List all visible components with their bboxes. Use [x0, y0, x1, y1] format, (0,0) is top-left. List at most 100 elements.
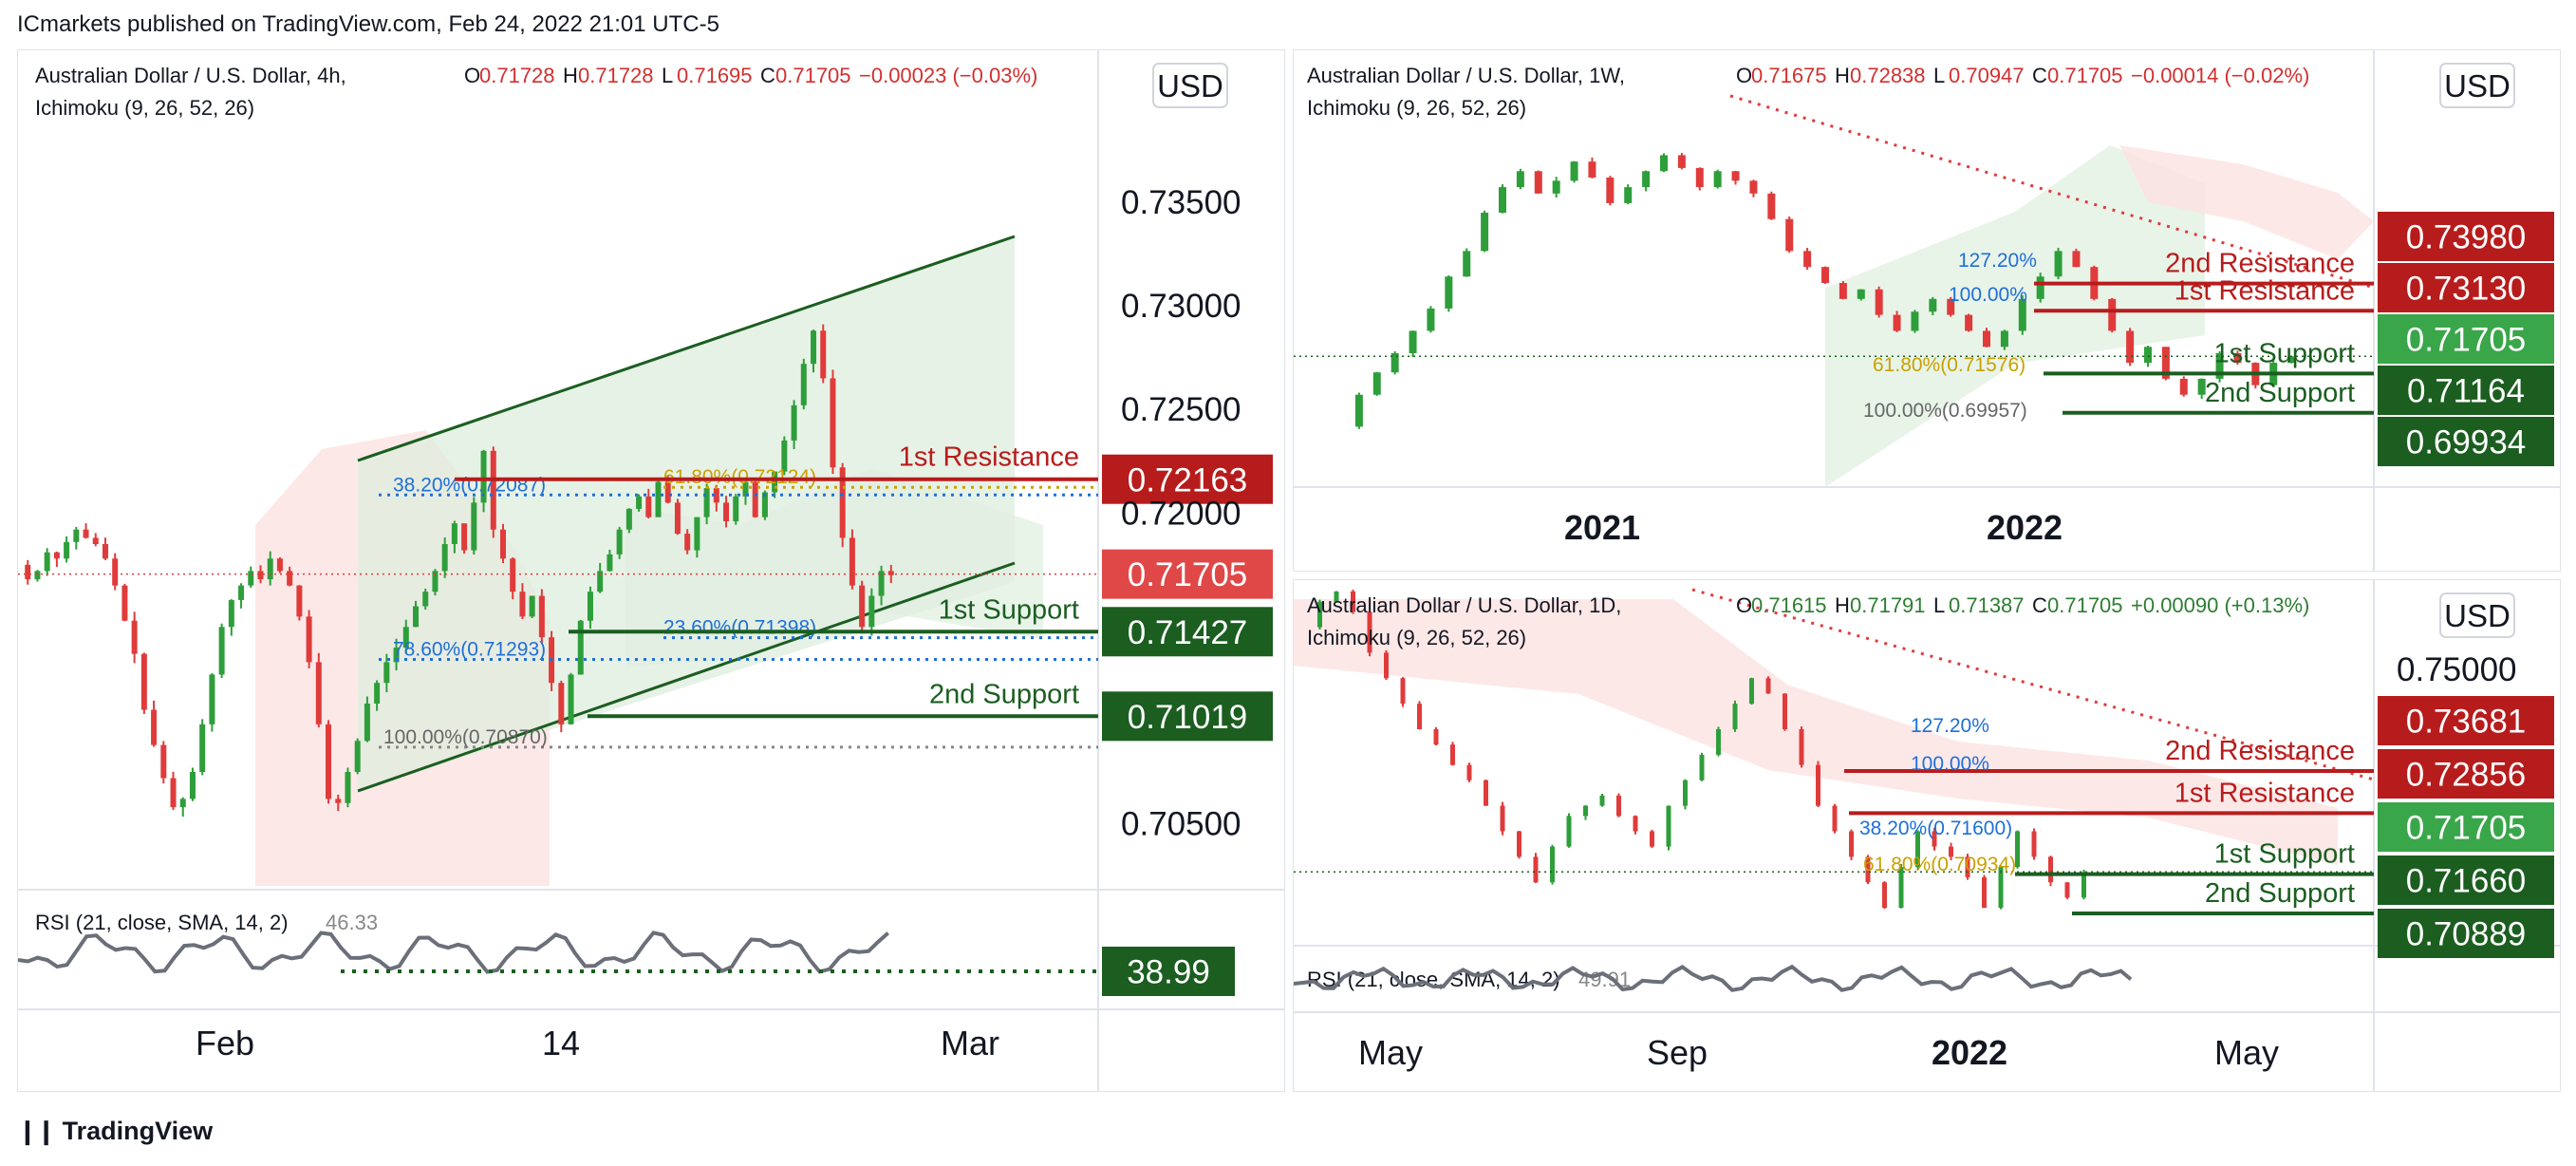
tradingview-logo-icon: ❙❙	[17, 1117, 57, 1145]
d1-x-tick-3: May	[2214, 1033, 2279, 1072]
d1-price-tag-1-bg	[2378, 749, 2554, 799]
h4-candle	[800, 364, 807, 405]
d1-candle	[1517, 831, 1521, 857]
h4-level-name-2: 2nd Support	[929, 679, 1079, 709]
h4-candle	[703, 488, 710, 517]
d1-candle	[1749, 678, 1754, 705]
h4-candle	[490, 450, 496, 530]
h4-ohlc-value-0: 0.71728	[479, 64, 555, 87]
h4-rsi-label: RSI (21, close, SMA, 14, 2)	[35, 911, 289, 934]
d1-candle	[1550, 846, 1555, 883]
d1-candle	[1765, 678, 1771, 694]
h4-ohlc-value-3: 0.71705	[775, 64, 851, 87]
w1-candle	[1911, 311, 1919, 331]
d1-candle	[1599, 795, 1605, 806]
chart-panel-1w[interactable]: 2nd Resistance 1st Resistance 1st Support 2…	[1293, 49, 2561, 572]
d1-indicator: Ichimoku (9, 26, 52, 26)	[1307, 626, 1526, 649]
h4-level-price-1-bg	[1102, 607, 1273, 657]
h4-level-price-0-bg	[1102, 454, 1273, 504]
h4-candle	[878, 571, 885, 596]
d1-ohlc-change: +0.00090 (+0.13%)	[2131, 593, 2309, 617]
d1-candle	[1566, 816, 1572, 847]
d1-candle	[1783, 693, 1787, 730]
h4-candle	[781, 440, 788, 472]
w1-candle	[1839, 283, 1847, 299]
h4-candle	[364, 704, 370, 742]
w1-candle	[1372, 372, 1381, 395]
h4-candle	[839, 467, 846, 538]
d1-ohlc-value-1: 0.71791	[1850, 593, 1926, 617]
h4-candle	[607, 554, 613, 572]
h4-rsi-level-tag: 38.99	[1127, 954, 1210, 991]
chart-1d-canvas[interactable]: 2nd Resistance 1st Resistance 1st Support 2…	[1294, 580, 2560, 1091]
h4-candle	[131, 620, 138, 654]
w1-candle	[1929, 298, 1937, 312]
w1-ohlc-label-2: L	[1933, 64, 1945, 87]
h4-rsi-value: 46.33	[326, 911, 378, 934]
w1-candle	[1463, 251, 1471, 277]
w1-price-tag-0: 0.73980	[2406, 219, 2527, 256]
w1-candle	[2108, 298, 2117, 331]
h4-symbol: Australian Dollar / U.S. Dollar, 4h,	[35, 64, 346, 87]
d1-price-tag-0-bg	[2378, 696, 2554, 745]
h4-level-price-2-bg	[1102, 691, 1273, 742]
h4-ohlc-label-0: O	[464, 64, 480, 87]
tradingview-brand[interactable]: ❙❙ TradingView	[17, 1117, 213, 1146]
h4-x-tick-0: Feb	[196, 1024, 254, 1063]
d1-candle	[1616, 795, 1621, 817]
w1-candle	[2144, 347, 2152, 364]
h4-x-tick-2: Mar	[941, 1024, 999, 1063]
d1-candle	[1799, 729, 1804, 765]
h4-candle	[189, 772, 196, 799]
h4-candle	[655, 481, 662, 517]
h4-candle	[868, 595, 875, 628]
h4-candle	[791, 404, 797, 441]
d1-candle	[1367, 611, 1372, 653]
w1-ohlc-value-3: 0.71705	[2047, 64, 2123, 87]
h4-last-price-tag: 0.71705	[1128, 556, 1248, 593]
h4-candle	[820, 330, 827, 379]
h4-candle	[752, 481, 758, 517]
chart-4h-canvas[interactable]: 38.20%(0.72087)61.80%(0.72124)23.60%(0.7…	[18, 50, 1284, 1091]
w1-candle	[2197, 378, 2206, 395]
d1-level-name-2: 1st Support	[2214, 839, 2355, 870]
d1-ohlc-value-0: 0.71615	[1751, 593, 1827, 617]
h4-last-price-tag-bg	[1102, 549, 1273, 599]
h4-candle	[287, 571, 293, 586]
w1-candle	[1731, 171, 1740, 181]
chart-panel-1d[interactable]: 2nd Resistance 1st Resistance 1st Support 2…	[1293, 579, 2561, 1092]
h4-fib-label-78: 78.60%(0.71293)	[393, 639, 546, 661]
w1-candle	[1552, 180, 1560, 194]
h4-ohlc-label-3: C	[760, 64, 775, 87]
w1-price-tag-4-bg	[2378, 417, 2554, 466]
d1-level-name-0: 2nd Resistance	[2165, 736, 2355, 766]
d1-ohlc-label-1: H	[1835, 593, 1850, 617]
d1-candle	[2031, 831, 2037, 857]
d1-price-tag-0: 0.73681	[2406, 704, 2527, 741]
d1-candle	[1666, 805, 1671, 847]
d1-candle	[1949, 846, 1953, 857]
w1-ichimoku-cloud-red	[2119, 145, 2374, 259]
d1-candle	[2015, 831, 2020, 868]
w1-ohlc-label-1: H	[1835, 64, 1850, 87]
h4-candle	[218, 627, 225, 675]
d1-candle	[1433, 729, 1439, 745]
w1-candle	[1983, 330, 1990, 348]
chart-panel-4h[interactable]: 38.20%(0.72087)61.80%(0.72124)23.60%(0.7…	[17, 49, 1285, 1092]
h4-candle	[723, 502, 730, 521]
h4-level-name-1: 1st Support	[939, 594, 1079, 625]
w1-price-tag-2: 0.71705	[2406, 322, 2527, 359]
h4-candle	[276, 558, 283, 572]
w1-candle	[1427, 308, 1435, 331]
w1-symbol: Australian Dollar / U.S. Dollar, 1W,	[1307, 64, 1625, 87]
h4-candle	[422, 592, 429, 607]
d1-candle	[1500, 805, 1505, 832]
h4-candle	[34, 571, 41, 580]
w1-candle	[1642, 171, 1651, 188]
d1-candle	[1417, 704, 1422, 730]
w1-candle	[2233, 353, 2242, 364]
h4-candle	[44, 552, 50, 572]
h4-candle	[761, 492, 768, 517]
w1-candle	[1695, 167, 1704, 188]
